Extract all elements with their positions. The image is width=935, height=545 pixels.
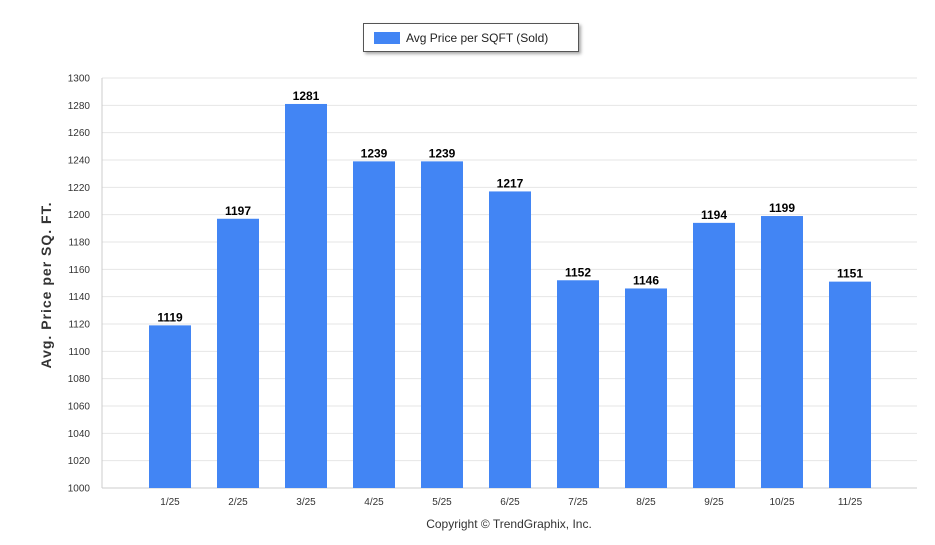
data-label: 1281 xyxy=(293,89,320,103)
data-label: 1197 xyxy=(225,204,251,218)
y-tick-label: 1180 xyxy=(68,238,90,249)
data-label: 1119 xyxy=(157,310,183,324)
legend-swatch xyxy=(374,31,400,44)
bar xyxy=(693,222,735,488)
data-label: 1146 xyxy=(633,273,659,287)
y-tick-label: 1260 xyxy=(68,128,91,139)
y-tick-label: 1080 xyxy=(68,374,91,385)
data-label: 1217 xyxy=(497,176,524,190)
bar xyxy=(353,161,395,488)
y-tick-label: 1040 xyxy=(68,429,91,440)
x-tick-label: 5/25 xyxy=(432,497,452,508)
y-tick-label: 1120 xyxy=(68,320,90,331)
y-tick-label: 1240 xyxy=(68,156,91,167)
bar xyxy=(489,191,531,488)
y-tick-label: 1100 xyxy=(68,347,90,358)
y-tick-label: 1220 xyxy=(68,183,91,194)
bar xyxy=(625,288,667,488)
copyright-text: Copyright © TrendGraphix, Inc. xyxy=(426,517,592,531)
x-tick-label: 9/25 xyxy=(704,497,724,508)
x-tick-label: 6/25 xyxy=(500,497,520,508)
y-tick-label: 1200 xyxy=(68,210,91,221)
data-label: 1199 xyxy=(769,201,795,215)
y-tick-label: 1020 xyxy=(68,456,91,467)
data-label: 1239 xyxy=(361,146,388,160)
bar xyxy=(557,280,599,488)
x-tick-label: 1/25 xyxy=(160,497,180,508)
bar xyxy=(421,161,463,488)
x-tick-label: 4/25 xyxy=(364,497,384,508)
bar xyxy=(149,325,191,488)
data-label: 1194 xyxy=(701,208,727,222)
y-tick-label: 1280 xyxy=(68,101,91,112)
data-label: 1239 xyxy=(429,146,456,160)
y-tick-label: 1060 xyxy=(68,402,91,413)
data-label: 1152 xyxy=(565,265,591,279)
x-tick-label: 7/25 xyxy=(568,497,588,508)
y-tick-label: 1160 xyxy=(68,265,90,276)
y-tick-label: 1140 xyxy=(68,292,90,303)
bar xyxy=(217,218,259,488)
bar xyxy=(761,216,803,489)
legend: Avg Price per SQFT (Sold) xyxy=(363,23,579,52)
y-tick-label: 1000 xyxy=(68,484,91,495)
x-tick-label: 11/25 xyxy=(838,497,863,508)
x-tick-label: 3/25 xyxy=(296,497,316,508)
data-label: 1151 xyxy=(837,267,863,281)
bar xyxy=(285,103,327,488)
bar xyxy=(829,281,871,488)
y-tick-label: 1300 xyxy=(68,74,91,85)
x-tick-label: 10/25 xyxy=(769,497,794,508)
x-tick-label: 8/25 xyxy=(636,497,656,508)
legend-label: Avg Price per SQFT (Sold) xyxy=(406,30,549,45)
x-tick-label: 2/25 xyxy=(228,497,248,508)
